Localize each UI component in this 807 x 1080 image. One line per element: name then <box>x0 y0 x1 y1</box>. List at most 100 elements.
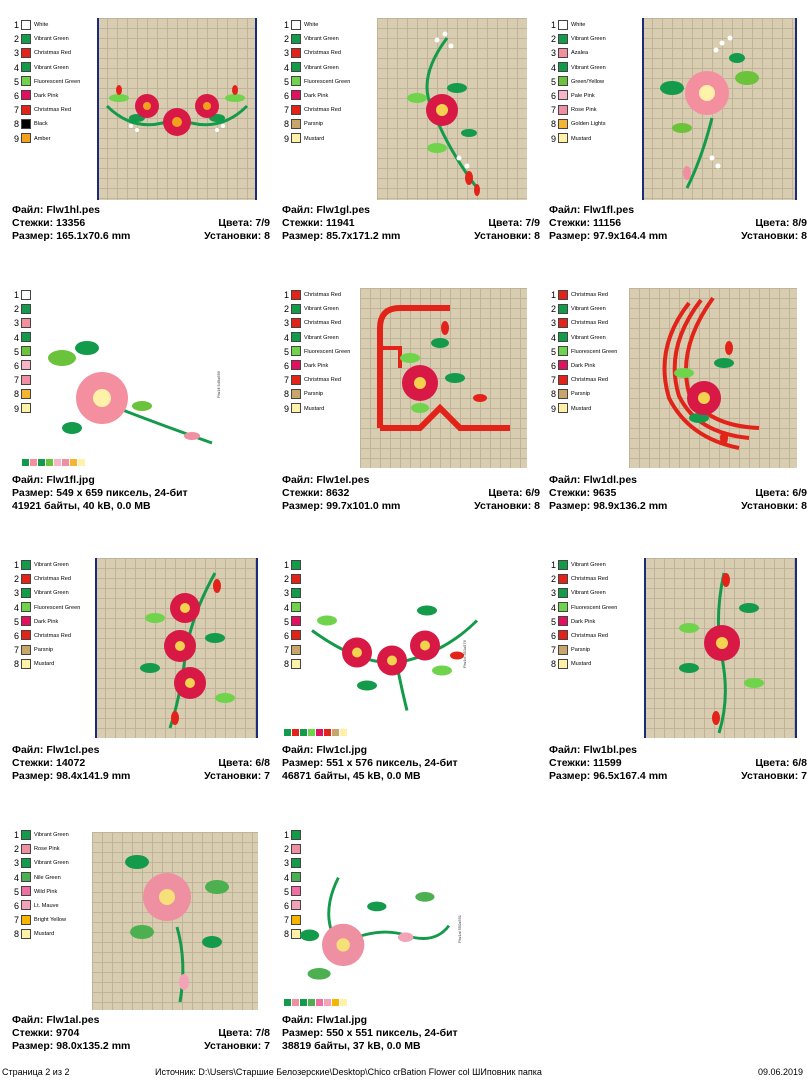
design-card-flw1el[interactable]: 1 Christmas Red 2 Vibrant Green 3 Christmas R… <box>282 288 540 528</box>
thread-swatch <box>558 658 568 669</box>
page-number: Страница 2 из 2 <box>2 1067 70 1077</box>
file-name: Файл: Flw1hl.pes <box>12 204 101 216</box>
thread-swatch <box>21 829 31 840</box>
thread-name: Vibrant Green <box>34 860 69 867</box>
stop-count: Установки: 8 <box>474 230 540 242</box>
palette-row: 2 Vibrant Green <box>282 32 364 46</box>
thread-name: Christmas Red <box>571 320 608 327</box>
thread-swatch <box>558 33 568 44</box>
flower-garland-image <box>105 85 249 136</box>
design-card-flw1fl-pes[interactable]: 1 White 2 Vibrant Green 3 Azalea 4 Vibrant Gree… <box>549 18 807 258</box>
thread-swatch <box>291 900 301 911</box>
thread-number: 1 <box>550 290 556 300</box>
file-name: Файл: Flw1dl.pes <box>549 474 638 486</box>
palette-row: 2 Vibrant Green <box>549 32 631 46</box>
design-info: Файл: Flw1gl.pes Стежки: 11941 Цвета: 7/9… <box>282 204 540 243</box>
color-palette: 1 2 3 4 5 6 7 8 <box>282 558 364 672</box>
thread-swatch <box>291 573 301 584</box>
thread-name: Nile Green <box>34 874 61 881</box>
hoop-preview <box>95 558 258 738</box>
design-card-flw1al-jpg[interactable]: 1 2 3 4 5 6 7 8 Flw1al 550x551 Файл: Flw1al.jpg… <box>282 828 540 1068</box>
thread-swatch <box>558 62 568 73</box>
design-card-flw1cl-jpg[interactable]: 1 2 3 4 5 6 7 8 Flw1cl 551x576 Файл: Flw1cl.jpg… <box>282 558 540 798</box>
design-card-flw1gl[interactable]: 1 White 2 Vibrant Green 3 Christmas Red 4 Vibra… <box>282 18 540 258</box>
design-card-flw1bl[interactable]: 1 Vibrant Green 2 Christmas Red 3 Vibrant Gre… <box>549 558 807 798</box>
thread-name: Christmas Red <box>34 576 71 583</box>
thread-swatch <box>558 19 568 30</box>
thread-name: Vibrant Green <box>304 334 339 341</box>
design-card-flw1dl[interactable]: 1 Christmas Red 2 Vibrant Green 3 Christmas R… <box>549 288 807 528</box>
thread-number: 4 <box>550 62 556 73</box>
design-info: Файл: Flw1fl.jpg Размер: 549 x 659 пиксе… <box>12 474 270 513</box>
file-caption: Flw1fl 549x659 <box>216 371 221 398</box>
file-name: Файл: Flw1el.pes <box>282 474 370 486</box>
palette-row: 9 Mustard <box>549 402 631 416</box>
thread-name: Rose Pink <box>34 846 60 853</box>
palette-row: 4 Nile Green <box>12 871 94 885</box>
thread-number: 9 <box>550 403 556 414</box>
design-info: Файл: Flw1el.pes Стежки: 8632 Цвета: 6/9 … <box>282 474 540 513</box>
thread-swatch <box>21 928 31 939</box>
thread-name: Christmas Red <box>304 320 341 327</box>
palette-row: 1 White <box>12 18 94 32</box>
thread-swatch <box>291 886 301 897</box>
thread-swatch <box>291 630 301 641</box>
thread-number: 3 <box>13 48 19 59</box>
thread-number: 2 <box>13 304 19 315</box>
thread-swatch <box>21 403 31 413</box>
thread-number: 7 <box>13 915 19 926</box>
thread-name: Dark Pink <box>571 362 596 369</box>
thread-name: Fluorescent Green <box>571 348 618 355</box>
thread-number: 4 <box>283 332 289 343</box>
thread-name: Mustard <box>304 405 325 412</box>
thread-swatch <box>558 317 568 328</box>
palette-row: 8 Golden Lights <box>549 117 631 131</box>
thread-number: 5 <box>13 616 19 627</box>
palette-row: 3 <box>12 316 94 330</box>
design-card-flw1al-pes[interactable]: 1 Vibrant Green 2 Rose Pink 3 Vibrant Green 4 N… <box>12 828 270 1068</box>
thread-swatch <box>291 289 301 300</box>
thread-name: Lt. Mauve <box>34 902 59 909</box>
palette-row: 6 Dark Pink <box>282 359 364 373</box>
color-swatch-strip <box>284 993 348 1006</box>
thread-swatch <box>558 346 568 357</box>
thread-swatch <box>291 76 301 87</box>
palette-row: 5 Fluorescent Green <box>12 75 94 89</box>
palette-row: 5 Fluorescent Green <box>282 345 364 359</box>
thread-number: 8 <box>283 659 289 670</box>
palette-row: 7 <box>282 913 364 927</box>
palette-row: 1 White <box>282 18 364 32</box>
design-info: Файл: Flw1hl.pes Стежки: 13356 Цвета: 7/9… <box>12 204 270 243</box>
design-size: Размер: 97.9x164.4 mm <box>549 230 668 242</box>
thread-number: 1 <box>13 20 19 30</box>
thread-number: 4 <box>283 602 289 613</box>
thread-number: 6 <box>283 90 289 101</box>
stitch-count: Стежки: 8632 <box>282 487 350 499</box>
palette-row: 8 Mustard <box>12 657 94 671</box>
thread-number: 5 <box>550 76 556 87</box>
thread-swatch <box>21 303 31 314</box>
thread-swatch <box>291 118 301 129</box>
corner-frame-image <box>377 305 510 431</box>
thread-name: Christmas Red <box>571 632 608 639</box>
color-palette: 1 Vibrant Green 2 Christmas Red 3 Vibrant Gre… <box>12 558 94 672</box>
three-rose-photo <box>311 605 479 711</box>
thread-number: 6 <box>13 360 19 371</box>
wild-rose-photo <box>48 341 213 445</box>
thread-swatch <box>21 587 31 598</box>
thread-number: 2 <box>13 844 19 855</box>
print-date: 09.06.2019 <box>757 1067 803 1077</box>
design-card-flw1hl[interactable]: 1 White 2 Vibrant Green 3 Christmas Red 4 Vibra… <box>12 18 270 258</box>
palette-row: 2 <box>282 842 364 856</box>
design-card-flw1cl-pes[interactable]: 1 Vibrant Green 2 Christmas Red 3 Vibrant Gre… <box>12 558 270 798</box>
thread-number: 3 <box>13 588 19 599</box>
palette-row: 4 <box>12 331 94 345</box>
palette-row: 4 Vibrant Green <box>549 61 631 75</box>
thread-name: Vibrant Green <box>34 562 69 568</box>
palette-row: 4 <box>282 601 364 615</box>
thread-number: 6 <box>550 630 556 641</box>
thread-swatch <box>291 317 301 328</box>
design-card-flw1fl-jpg[interactable]: 1 2 3 4 5 6 7 8 9 Flw1fl 549x659 Файл: Flw1fl.jp… <box>12 288 270 528</box>
thread-swatch <box>558 644 568 655</box>
thread-number: 5 <box>283 346 289 357</box>
